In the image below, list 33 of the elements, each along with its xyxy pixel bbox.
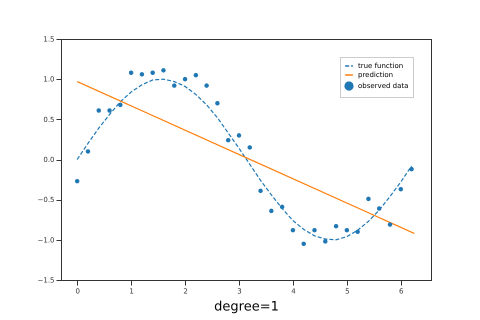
point bbox=[182, 76, 188, 82]
point bbox=[236, 133, 242, 138]
point bbox=[86, 149, 90, 154]
point bbox=[334, 224, 338, 228]
point bbox=[107, 108, 112, 113]
point bbox=[312, 228, 317, 232]
point bbox=[161, 68, 166, 73]
point bbox=[74, 178, 80, 184]
point bbox=[172, 83, 176, 88]
point bbox=[204, 83, 209, 88]
point bbox=[118, 102, 123, 108]
point bbox=[290, 228, 296, 232]
point bbox=[280, 204, 284, 210]
x-axis-title: degree=1 bbox=[214, 300, 279, 314]
point bbox=[344, 228, 350, 232]
point bbox=[355, 230, 360, 234]
point bbox=[269, 208, 274, 214]
point bbox=[96, 108, 101, 113]
point bbox=[366, 196, 371, 202]
point bbox=[388, 222, 392, 227]
point bbox=[409, 166, 414, 172]
point bbox=[301, 242, 306, 246]
point bbox=[150, 70, 155, 75]
point bbox=[215, 101, 220, 106]
point bbox=[398, 186, 404, 192]
point bbox=[194, 72, 198, 78]
point bbox=[258, 188, 263, 194]
point bbox=[323, 239, 328, 244]
point bbox=[376, 206, 382, 211]
point bbox=[248, 145, 252, 150]
point bbox=[226, 138, 230, 142]
point bbox=[128, 70, 134, 75]
point bbox=[140, 72, 144, 77]
